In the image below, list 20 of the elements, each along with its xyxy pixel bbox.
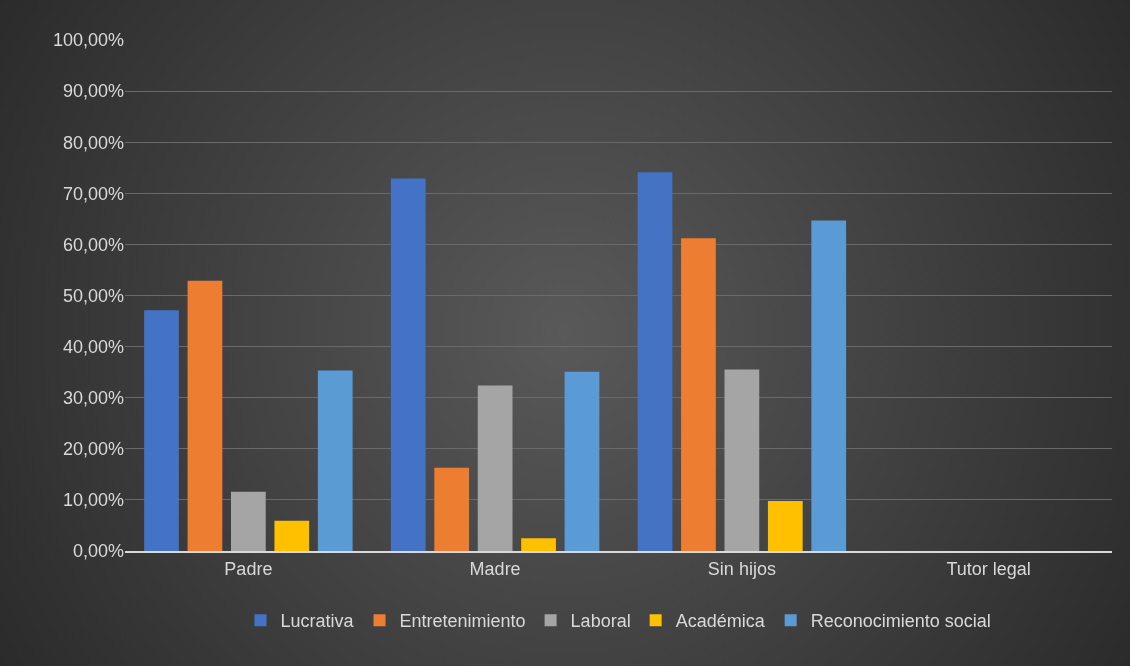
- y-tick-label: 70,00%: [62, 183, 124, 204]
- y-tick-label: 30,00%: [62, 388, 124, 408]
- x-tick-label: Madre: [469, 558, 521, 579]
- legend-label: Lucrativa: [280, 611, 355, 632]
- y-tick-label: 50,00%: [62, 285, 124, 306]
- y-tick-label: 10,00%: [62, 490, 124, 511]
- y-tick-label: 100,00%: [52, 30, 124, 51]
- legend-label: Laboral: [570, 611, 631, 632]
- legend-label: Reconocimiento social: [810, 611, 991, 632]
- y-tick-label: 80,00%: [62, 132, 124, 153]
- y-tick-label: 60,00%: [62, 234, 124, 255]
- legend-label: Entretenimiento: [399, 611, 526, 632]
- y-tick-label: 0,00%: [72, 541, 124, 562]
- legend-label: Académica: [675, 611, 766, 632]
- x-tick-label: Tutor legal: [946, 558, 1031, 579]
- x-tick-label: Padre: [224, 558, 273, 579]
- y-tick-label: 20,00%: [62, 439, 124, 460]
- y-tick-label: 90,00%: [62, 81, 124, 102]
- x-tick-label: Sin hijos: [707, 558, 776, 579]
- y-tick-label: 40,00%: [62, 336, 124, 357]
